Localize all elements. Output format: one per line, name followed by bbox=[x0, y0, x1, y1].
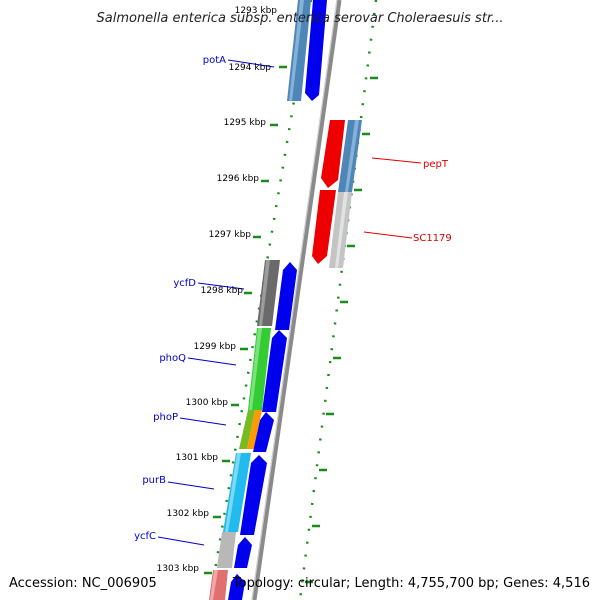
kbp-label: 1295 kbp bbox=[224, 118, 267, 128]
pepT-cds-arrow bbox=[312, 120, 345, 264]
next-gene-block[interactable] bbox=[209, 570, 228, 600]
topology-text: Topology: circular; Length: 4,755,700 bp… bbox=[232, 576, 590, 591]
kbp-label: 1300 kbp bbox=[186, 398, 229, 408]
map-title: Salmonella enterica subsp. enterica sero… bbox=[97, 11, 504, 26]
phoP-gene-block[interactable] bbox=[239, 410, 262, 449]
kbp-label: 1296 kbp bbox=[217, 174, 260, 184]
kbp-major-ticks bbox=[204, 65, 287, 575]
gene-label-potA[interactable]: potA bbox=[203, 55, 226, 66]
label-connectors bbox=[157, 59, 422, 546]
SC1179-gene-block[interactable] bbox=[329, 192, 352, 268]
cds-arrows-forward bbox=[228, 0, 327, 600]
gene-label-SC1179[interactable]: SC1179 bbox=[413, 233, 452, 244]
gene-label-purB[interactable]: purB bbox=[142, 475, 166, 486]
kbp-label: 1301 kbp bbox=[176, 453, 219, 463]
kbp-labels: 1293 kbp 1294 kbp 1295 kbp 1296 kbp 1297… bbox=[157, 6, 278, 574]
kbp-label: 1303 kbp bbox=[157, 564, 200, 574]
gene-label-phoP[interactable]: phoP bbox=[153, 412, 178, 423]
gene-label-pepT[interactable]: pepT bbox=[423, 159, 449, 170]
pepT-gene-block[interactable] bbox=[338, 120, 362, 192]
inner-tick-column bbox=[208, 0, 313, 600]
gene-label-ycfC[interactable]: ycfC bbox=[134, 531, 156, 542]
phoQ-gene-block[interactable] bbox=[248, 328, 271, 410]
gene-label-phoQ[interactable]: phoQ bbox=[159, 353, 186, 364]
accession-text: Accession: NC_006905 bbox=[9, 576, 157, 591]
potA-gene-block[interactable] bbox=[287, 0, 311, 101]
gene-label-ycfD[interactable]: ycfD bbox=[173, 278, 196, 289]
ycfC-gene-block[interactable] bbox=[217, 532, 236, 568]
kbp-label: 1299 kbp bbox=[194, 342, 237, 352]
purB-gene-block[interactable] bbox=[223, 453, 251, 532]
outer-major-ticks bbox=[305, 76, 378, 584]
backbone bbox=[251, 0, 342, 600]
ycfD-gene-block[interactable] bbox=[257, 260, 280, 326]
kbp-label: 1293 kbp bbox=[235, 6, 278, 16]
kbp-label: 1294 kbp bbox=[229, 63, 272, 73]
kbp-label: 1297 kbp bbox=[209, 230, 252, 240]
kbp-label: 1302 kbp bbox=[167, 509, 210, 519]
kbp-label: 1298 kbp bbox=[201, 286, 244, 296]
gene-labels: potA pepT SC1179 ycfD phoQ phoP purB ycf… bbox=[134, 55, 452, 542]
